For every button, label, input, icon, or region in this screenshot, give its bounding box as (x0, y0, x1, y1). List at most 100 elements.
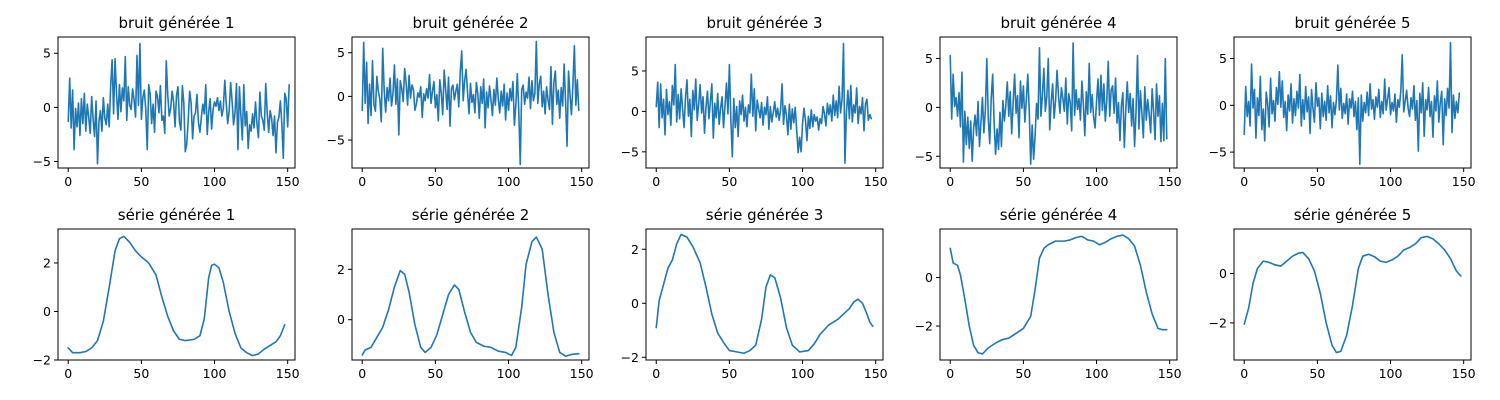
x-tick-label: 100 (1379, 366, 1403, 381)
series-line (361, 236, 580, 358)
axes-frame (1233, 228, 1472, 361)
x-tick-label: 100 (203, 174, 227, 189)
subplot-8: série générée 3 0 50 100 150 −2 0 2 (621, 206, 888, 381)
axes-frame (645, 228, 884, 361)
series-line (1243, 235, 1462, 354)
x-tick-label: 0 (652, 174, 660, 189)
series-line (655, 233, 874, 355)
axes-frame (939, 228, 1178, 361)
subplot-title: bruit générée 2 (412, 14, 528, 32)
y-tick-label: −2 (1209, 315, 1227, 330)
y-tick-label: 5 (1219, 51, 1227, 66)
subplot-3: bruit générée 3 0 50 100 150 −5 0 5 (621, 14, 888, 189)
subplot-4: bruit générée 4 0 50 100 150 −5 0 5 (915, 14, 1182, 189)
series-line (949, 234, 1168, 355)
series-line (655, 42, 873, 164)
subplot-1: bruit générée 1 0 50 100 150 −5 0 5 (33, 14, 300, 189)
x-tick-label: 100 (791, 366, 815, 381)
x-tick-label: 50 (721, 174, 737, 189)
y-tick-label: 0 (337, 312, 345, 327)
axes-frame (645, 36, 884, 169)
y-tick-label: 0 (43, 304, 51, 319)
axes-frame (57, 228, 296, 361)
y-tick-label: −2 (621, 350, 639, 365)
x-tick-label: 100 (1379, 174, 1403, 189)
y-tick-label: −5 (915, 149, 933, 164)
y-tick-label: 0 (1219, 266, 1227, 281)
series-line (361, 40, 580, 166)
subplot-title: série générée 3 (706, 206, 823, 224)
subplot-7: série générée 2 0 50 100 150 0 2 (337, 206, 594, 381)
x-tick-label: 50 (1309, 174, 1325, 189)
x-tick-label: 150 (570, 366, 594, 381)
y-tick-label: 2 (43, 255, 51, 270)
subplot-title: bruit générée 5 (1294, 14, 1410, 32)
subplot-title: série générée 4 (1000, 206, 1117, 224)
series-line (67, 235, 286, 357)
axes-frame (939, 36, 1178, 169)
x-tick-label: 100 (203, 366, 227, 381)
x-tick-label: 0 (946, 366, 954, 381)
y-tick-label: 2 (337, 262, 345, 277)
subplot-title: série générée 2 (412, 206, 529, 224)
x-tick-label: 150 (570, 174, 594, 189)
series-line (949, 42, 1168, 165)
x-tick-label: 50 (133, 174, 149, 189)
y-tick-label: 5 (925, 51, 933, 66)
x-tick-label: 0 (64, 366, 72, 381)
y-tick-label: −5 (621, 144, 639, 159)
x-tick-label: 150 (864, 366, 888, 381)
x-tick-label: 0 (946, 174, 954, 189)
x-tick-label: 0 (358, 366, 366, 381)
x-tick-label: 150 (864, 174, 888, 189)
axes-frame (1233, 36, 1472, 169)
y-tick-label: 5 (337, 45, 345, 60)
x-tick-label: 0 (358, 174, 366, 189)
y-tick-label: 5 (631, 63, 639, 78)
x-tick-label: 150 (1452, 174, 1476, 189)
subplot-2: bruit générée 2 0 50 100 150 −5 0 5 (327, 14, 594, 189)
x-tick-label: 150 (276, 366, 300, 381)
y-tick-label: −2 (33, 353, 51, 368)
y-tick-label: −5 (33, 154, 51, 169)
y-tick-label: 0 (43, 100, 51, 115)
subplot-6: série générée 1 0 50 100 150 −2 0 2 (33, 206, 300, 381)
x-tick-label: 50 (1015, 174, 1031, 189)
x-tick-label: 0 (1240, 174, 1248, 189)
y-tick-label: 0 (925, 100, 933, 115)
y-tick-label: −5 (1209, 145, 1227, 160)
y-tick-label: 2 (631, 242, 639, 257)
axes-frame (57, 36, 296, 169)
subplot-10: série générée 5 0 50 100 150 −2 0 (1209, 206, 1476, 381)
x-tick-label: 50 (427, 174, 443, 189)
x-tick-label: 50 (721, 366, 737, 381)
y-tick-label: 0 (631, 296, 639, 311)
x-tick-label: 50 (1309, 366, 1325, 381)
x-tick-label: 0 (1240, 366, 1248, 381)
subplot-title: série générée 5 (1294, 206, 1411, 224)
x-tick-label: 100 (497, 174, 521, 189)
y-tick-label: 0 (631, 104, 639, 119)
x-tick-label: 150 (276, 174, 300, 189)
axes-frame (351, 228, 590, 361)
x-tick-label: 100 (1085, 174, 1109, 189)
x-tick-label: 150 (1452, 366, 1476, 381)
x-tick-label: 150 (1158, 366, 1182, 381)
x-tick-label: 50 (427, 366, 443, 381)
x-tick-label: 0 (64, 174, 72, 189)
x-tick-label: 50 (133, 366, 149, 381)
y-tick-label: −2 (915, 319, 933, 334)
x-tick-label: 150 (1158, 174, 1182, 189)
axes-frame (351, 36, 590, 169)
subplot-title: bruit générée 3 (706, 14, 822, 32)
y-tick-label: −5 (327, 133, 345, 148)
subplot-9: série générée 4 0 50 100 150 −2 0 (915, 206, 1182, 381)
x-tick-label: 100 (791, 174, 815, 189)
series-line (1243, 41, 1461, 166)
subplot-title: bruit générée 4 (1000, 14, 1116, 32)
x-tick-label: 100 (497, 366, 521, 381)
y-tick-label: 0 (925, 270, 933, 285)
y-tick-label: 0 (1219, 98, 1227, 113)
x-tick-label: 100 (1085, 366, 1109, 381)
